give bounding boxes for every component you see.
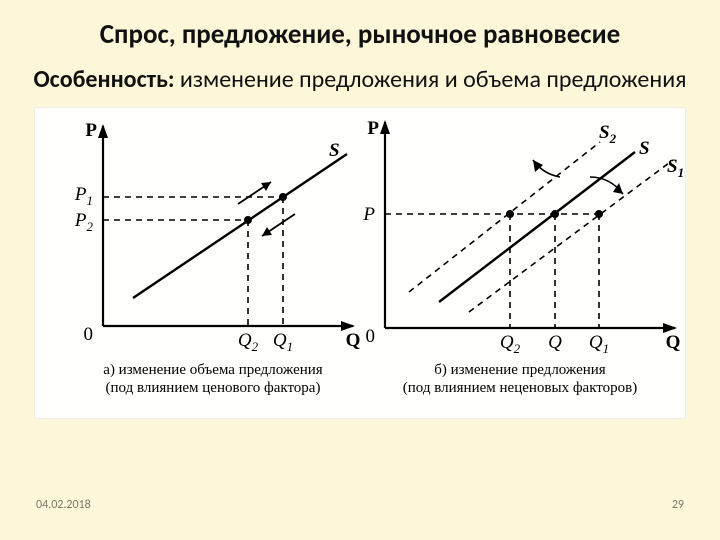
s-label: S bbox=[329, 140, 340, 161]
q-r: Q bbox=[548, 332, 562, 353]
page-title: Спрос, предложение, рыночное равновесие bbox=[0, 0, 720, 51]
caption-b2: (под влиянием неценовых факторов) bbox=[403, 380, 637, 396]
caption-a1: а) изменение объема предложения bbox=[103, 362, 323, 378]
s2-label: S2 bbox=[599, 122, 617, 146]
footer-date: 04.02.2018 bbox=[36, 498, 91, 512]
chart-right: P P 0 Q2 Q Q1 Q S2 S S1 б) изменение пре… bbox=[362, 118, 684, 396]
axis-p-label-r: P bbox=[367, 118, 379, 139]
charts-panel: P P1 P2 0 Q2 Q1 Q S а) изменение объема … bbox=[34, 107, 686, 419]
axis-q-label-r: Q bbox=[666, 332, 681, 353]
axis-p-label: P bbox=[85, 120, 97, 141]
subtitle: Особенность: изменение предложения и объ… bbox=[0, 65, 720, 95]
caption-b1: б) изменение предложения bbox=[434, 362, 606, 378]
subtitle-rest: изменение предложения и объема предложен… bbox=[174, 65, 686, 94]
slide: Спрос, предложение, рыночное равновесие … bbox=[0, 0, 720, 540]
s1-label: S1 bbox=[667, 156, 684, 180]
p1-label: P1 bbox=[74, 184, 93, 208]
chart-left: P P1 P2 0 Q2 Q1 Q S а) изменение объема … bbox=[74, 120, 361, 396]
q2-label: Q2 bbox=[238, 330, 259, 354]
axis-q-label: Q bbox=[346, 330, 361, 351]
s-curve bbox=[133, 154, 347, 298]
q2-r: Q2 bbox=[500, 332, 521, 356]
p-label-r: P bbox=[362, 204, 375, 225]
origin-label: 0 bbox=[84, 324, 94, 345]
q1-label: Q1 bbox=[273, 330, 293, 354]
p2-label: P2 bbox=[74, 210, 94, 234]
q1-r: Q1 bbox=[589, 332, 609, 356]
origin-r: 0 bbox=[366, 326, 376, 347]
page-number: 29 bbox=[672, 498, 684, 512]
charts-svg: P P1 P2 0 Q2 Q1 Q S а) изменение объема … bbox=[35, 108, 685, 418]
caption-a2: (под влиянием ценового фактора) bbox=[106, 380, 321, 396]
s-label-r: S bbox=[639, 138, 650, 159]
subtitle-bold: Особенность: bbox=[33, 65, 174, 94]
